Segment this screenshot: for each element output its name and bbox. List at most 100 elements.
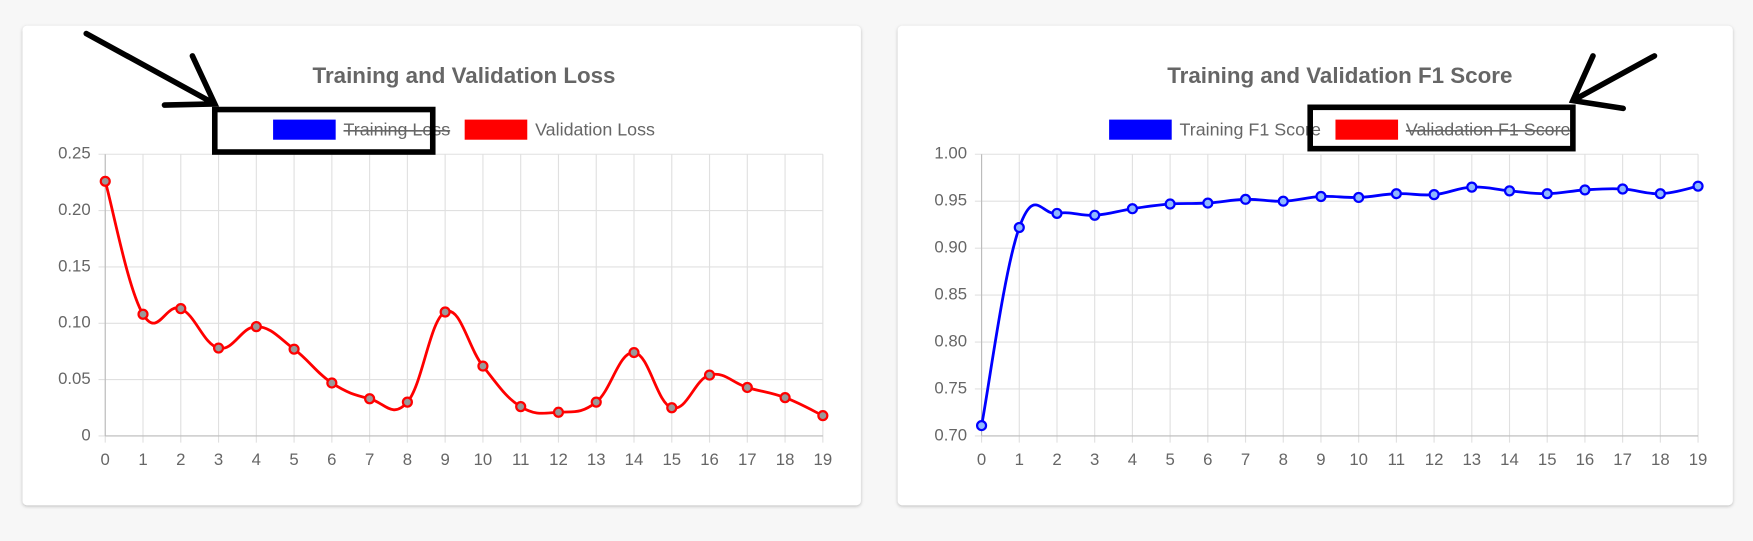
- x-tick-label: 14: [1500, 450, 1519, 469]
- x-tick-label: 14: [625, 450, 644, 469]
- legend-label: Valiadation F1 Score: [1406, 119, 1571, 139]
- y-tick-label: 0.75: [934, 378, 967, 397]
- x-tick-label: 4: [1128, 450, 1137, 469]
- y-tick-label: 1.00: [934, 144, 967, 163]
- x-tick-label: 5: [289, 450, 298, 469]
- chart-title: Training and Validation F1 Score: [1167, 63, 1512, 88]
- x-tick-label: 15: [1538, 450, 1557, 469]
- legend-label: Validation Loss: [535, 119, 655, 139]
- y-tick-label: 0.85: [934, 285, 967, 304]
- x-tick-label: 6: [1203, 450, 1212, 469]
- legend-item: Valiadation F1 Score: [1335, 119, 1571, 140]
- y-tick-label: 0.15: [58, 256, 91, 275]
- x-tick-label: 1: [1015, 450, 1024, 469]
- data-point: [975, 420, 988, 432]
- legend-label: Training Loss: [344, 119, 451, 139]
- y-tick-label: 0.70: [934, 425, 967, 444]
- x-tick-label: 9: [1316, 450, 1325, 469]
- x-tick-label: 13: [587, 450, 606, 469]
- data-point: [1126, 203, 1138, 215]
- y-tick-label: 0.80: [934, 331, 967, 350]
- data-point: [1428, 189, 1440, 201]
- legend-item: Validation Loss: [464, 119, 655, 140]
- data-point: [1051, 207, 1063, 219]
- y-tick-label: 0.10: [58, 313, 91, 332]
- arrow: [1568, 53, 1658, 112]
- x-tick-label: 0: [101, 450, 110, 469]
- data-point: [1541, 188, 1553, 200]
- x-tick-label: 18: [1651, 450, 1670, 469]
- x-tick-label: 2: [1052, 450, 1061, 469]
- x-tick-label: 10: [474, 450, 493, 469]
- data-point: [1089, 209, 1101, 221]
- data-point: [1202, 197, 1214, 209]
- x-tick-label: 2: [176, 450, 185, 469]
- data-point: [99, 175, 111, 187]
- data-point: [1579, 184, 1591, 196]
- x-tick-label: 16: [700, 450, 719, 469]
- legend-swatch: [1109, 119, 1172, 140]
- data-point: [175, 303, 187, 315]
- card: [897, 25, 1733, 506]
- x-tick-label: 10: [1349, 450, 1368, 469]
- annotations: [83, 30, 1658, 155]
- data-point: [741, 381, 753, 394]
- card: [22, 25, 861, 506]
- x-tick-label: 3: [1090, 450, 1099, 469]
- x-tick-label: 5: [1165, 450, 1174, 469]
- data-point: [590, 396, 602, 408]
- x-tick-label: 0: [977, 450, 986, 469]
- data-point: [1013, 221, 1025, 234]
- data-point: [1692, 180, 1704, 192]
- x-tick-label: 13: [1462, 450, 1481, 469]
- data-point: [1164, 198, 1176, 210]
- x-tick-label: 7: [1241, 450, 1250, 469]
- x-tick-label: 12: [549, 450, 568, 469]
- legend-swatch: [1335, 119, 1399, 140]
- data-point: [137, 308, 149, 320]
- data-point: [1503, 185, 1516, 197]
- legend-label: Training F1 Score: [1180, 119, 1321, 139]
- x-tick-label: 9: [440, 450, 449, 469]
- data-point: [666, 402, 678, 414]
- chart: Training and Validation F1 Score 0.70 0.75…: [934, 63, 1707, 469]
- x-tick-label: 15: [662, 450, 681, 469]
- highlight-box: [1307, 104, 1576, 152]
- data-point: [1277, 195, 1289, 207]
- legend-swatch: [273, 119, 336, 140]
- x-tick-label: 17: [738, 450, 757, 469]
- x-tick-label: 19: [814, 450, 833, 469]
- x-tick-label: 11: [512, 450, 529, 469]
- arrow: [83, 30, 220, 108]
- data-point: [401, 396, 413, 408]
- data-point: [1466, 181, 1478, 193]
- x-tick-label: 8: [1279, 450, 1288, 469]
- x-tick-label: 18: [776, 450, 795, 469]
- data-point: [288, 343, 300, 355]
- legend-swatch: [464, 119, 528, 140]
- x-tick-label: 19: [1689, 450, 1708, 469]
- x-tick-label: 16: [1576, 450, 1595, 469]
- legend-item: Training F1 Score: [1109, 119, 1321, 140]
- data-point: [250, 321, 262, 333]
- x-tick-label: 7: [365, 450, 374, 469]
- data-point: [817, 410, 829, 422]
- data-point: [515, 401, 527, 413]
- data-point: [212, 342, 225, 354]
- x-tick-label: 6: [327, 450, 336, 469]
- x-tick-label: 4: [252, 450, 261, 469]
- x-tick-label: 1: [138, 450, 147, 469]
- x-tick-label: 3: [214, 450, 223, 469]
- data-point: [1617, 183, 1629, 195]
- data-point: [779, 392, 791, 404]
- data-point: [326, 377, 338, 389]
- x-tick-label: 12: [1425, 450, 1444, 469]
- chart-title: Training and Validation Loss: [313, 63, 616, 88]
- y-tick-label: 0: [81, 425, 90, 444]
- data-point: [364, 393, 376, 405]
- data-point: [1315, 190, 1327, 203]
- x-tick-label: 17: [1613, 450, 1632, 469]
- chart: Training and Validation Loss 0 0.05 0.10 0.1…: [58, 63, 832, 469]
